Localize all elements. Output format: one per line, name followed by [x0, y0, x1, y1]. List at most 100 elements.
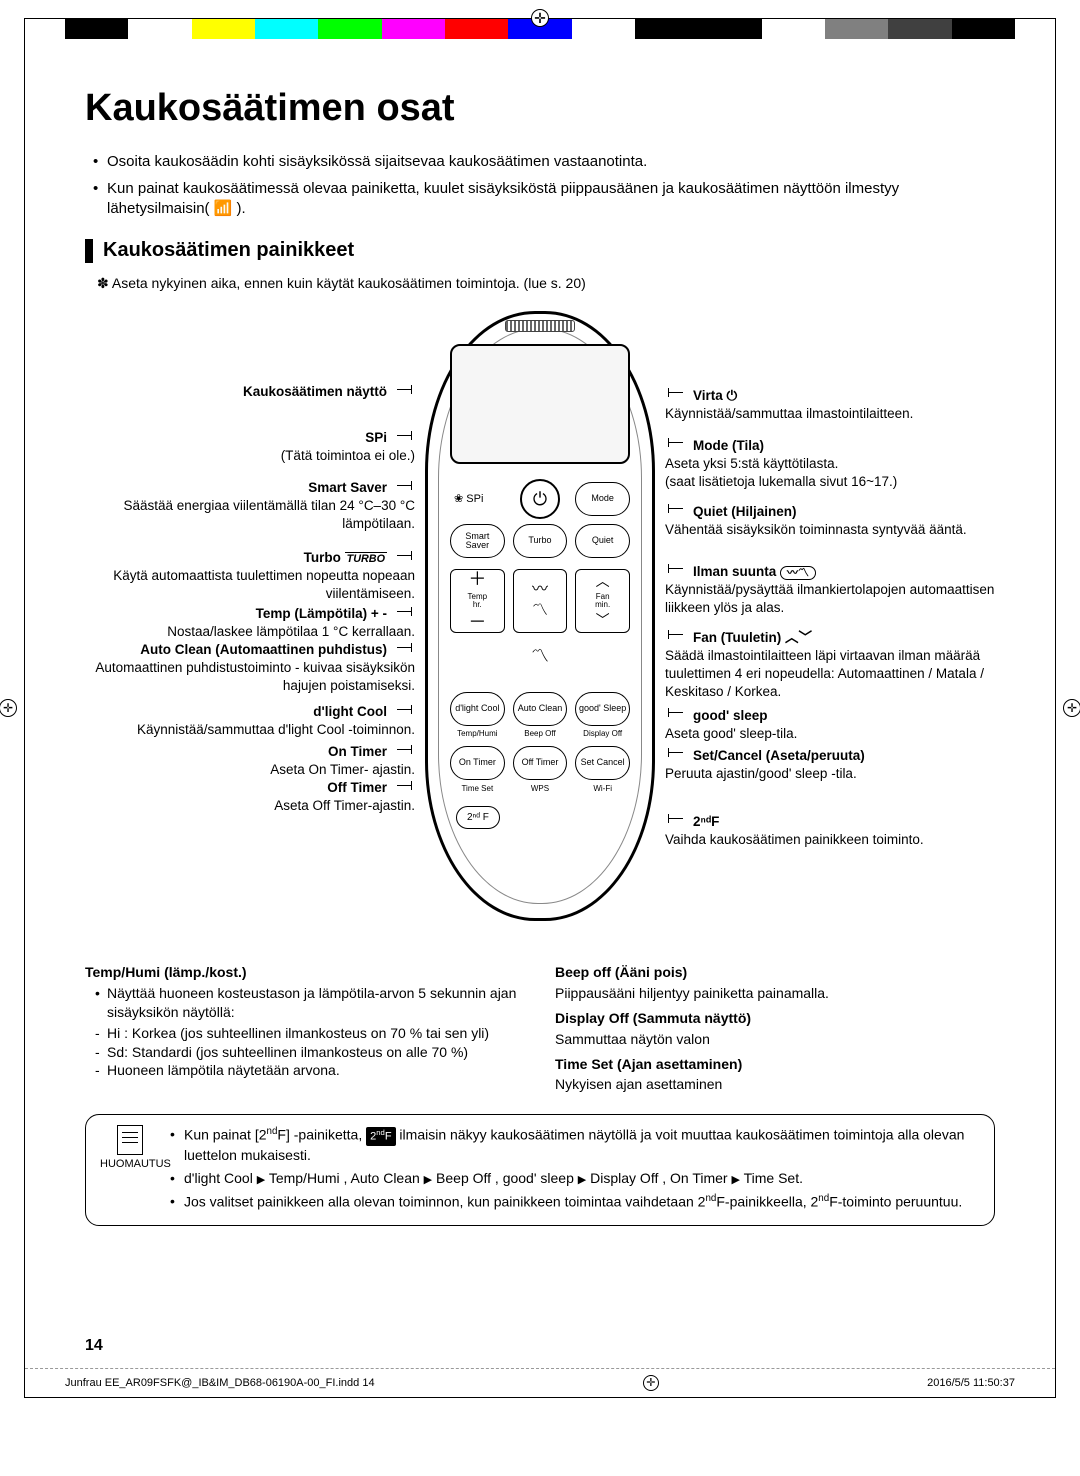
- remote-outline: ❀ SPi ⏻ Mode Smart Saver Turbo Quiet ＋ T…: [425, 311, 655, 921]
- colorbar-swatch: [255, 19, 318, 39]
- footer-filename: Junfrau EE_AR09FSFK@_IB&IM_DB68-06190A-0…: [65, 1376, 375, 1391]
- colorbar-swatch: [382, 19, 445, 39]
- temp-humi-line: Huoneen lämpötila näytetään arvona.: [85, 1061, 525, 1080]
- remote-diagram: Kaukosäätimen näyttö SPi(Tätä toimintoa e…: [85, 311, 995, 951]
- print-footer: Junfrau EE_AR09FSFK@_IB&IM_DB68-06190A-0…: [25, 1368, 1055, 1397]
- page-frame: ✛ ✛ ✛ Kaukosäätimen osat Osoita kaukosää…: [24, 18, 1056, 1398]
- remote-row-timer-sub: Time Set WPS Wi-Fi: [450, 784, 630, 795]
- note-list: Kun painat [2ndF] -painiketta, 2ndF ilma…: [170, 1125, 980, 1215]
- desc-title: Time Set (Ajan asettaminen): [555, 1055, 995, 1074]
- good-sleep-button[interactable]: good' Sleep: [575, 692, 630, 726]
- remote-row-saver: Smart Saver Turbo Quiet: [450, 524, 630, 558]
- quiet-button[interactable]: Quiet: [575, 524, 630, 558]
- intro-list: Osoita kaukosäädin kohti sisäyksikössä s…: [85, 152, 995, 219]
- section-heading: Kaukosäätimen painikkeet: [85, 237, 995, 264]
- fan-button[interactable]: ︿ Fanmin. ﹀: [575, 569, 630, 633]
- temp-humi-block: Temp/Humi (lämp./kost.) Näyttää huoneen …: [85, 963, 525, 1100]
- sub-label: Temp/Humi: [450, 729, 505, 740]
- sub-label: Time Set: [450, 784, 505, 795]
- sub-label: Wi-Fi: [575, 784, 630, 795]
- colorbar-swatch: [445, 19, 508, 39]
- colorbar-swatch: [952, 19, 1015, 39]
- callout-right: Set/Cancel (Aseta/peruuta)Peruuta ajasti…: [665, 743, 995, 783]
- bottom-descriptions: Temp/Humi (lämp./kost.) Näyttää huoneen …: [85, 963, 995, 1100]
- colorbar-swatch: [762, 19, 825, 39]
- footer-timestamp: 2016/5/5 11:50:37: [927, 1376, 1015, 1391]
- registration-mark-bottom: ✛: [643, 1375, 659, 1391]
- print-color-bar: ✛: [25, 19, 1055, 39]
- colorbar-swatch: [698, 19, 761, 39]
- colorbar-swatch: [825, 19, 888, 39]
- colorbar-swatch: [65, 19, 128, 39]
- callout-right: Virta ⏻Käynnistää/sammuttaa ilmastointil…: [665, 383, 995, 423]
- ir-emitter-icon: [505, 320, 575, 332]
- note-line: Jos valitset painikkeen alla olevan toim…: [170, 1192, 980, 1212]
- on-timer-button[interactable]: On Timer: [450, 746, 505, 780]
- callout-right: 2ⁿᵈFVaihda kaukosäätimen painikkeen toim…: [665, 809, 995, 849]
- note-line: d'light Cool ▶ Temp/Humi , Auto Clean ▶ …: [170, 1169, 980, 1188]
- colorbar-swatch: [192, 19, 255, 39]
- star-note: Aseta nykyinen aika, ennen kuin käytät k…: [97, 274, 995, 293]
- note-label: HUOMAUTUS: [100, 1157, 160, 1172]
- spi-label: ❀ SPi: [450, 492, 505, 507]
- callout-right: Quiet (Hiljainen)Vähentää sisäyksikön to…: [665, 499, 995, 539]
- registration-mark-right: ✛: [1063, 699, 1080, 717]
- dlight-cool-button[interactable]: d'light Cool: [450, 692, 505, 726]
- colorbar-swatch: [572, 19, 635, 39]
- desc-title: Display Off (Sammuta näyttö): [555, 1009, 995, 1028]
- callout-left: Off TimerAseta Off Timer-ajastin.: [85, 779, 415, 815]
- registration-mark-top: ✛: [531, 9, 549, 27]
- callout-right: Mode (Tila)Aseta yksi 5:stä käyttötilast…: [665, 433, 995, 492]
- callout-left: Turbo TURBOKäytä automaattista tuulettim…: [85, 549, 415, 604]
- temp-humi-title: Temp/Humi (lämp./kost.): [85, 963, 525, 982]
- desc-text: Piippausääni hiljentyy painiketta painam…: [555, 984, 995, 1003]
- sub-label: WPS: [513, 784, 568, 795]
- page-title: Kaukosäätimen osat: [85, 83, 995, 134]
- callout-left: SPi(Tätä toimintoa ei ole.): [85, 429, 415, 465]
- smart-saver-button[interactable]: Smart Saver: [450, 524, 505, 558]
- turbo-button[interactable]: Turbo: [513, 524, 568, 558]
- auto-clean-button[interactable]: Auto Clean: [513, 692, 568, 726]
- second-f-badge: 2ndF: [366, 1127, 395, 1146]
- swing-button[interactable]: 〰 〽: [513, 569, 568, 633]
- callout-right: Ilman suunta 〰〽Käynnistää/pysäyttää ilma…: [665, 559, 995, 618]
- mode-button[interactable]: Mode: [575, 482, 630, 516]
- intro-item: Kun painat kaukosäätimessä olevaa painik…: [93, 179, 995, 220]
- note-line: Kun painat [2ndF] -painiketta, 2ndF ilma…: [170, 1125, 980, 1164]
- page-number: 14: [85, 1335, 103, 1357]
- temp-humi-line: Hi : Korkea (jos suhteellinen ilmankoste…: [85, 1024, 525, 1043]
- remote-display: [450, 344, 630, 464]
- callout-left: Temp (Lämpötila) + -Nostaa/laskee lämpöt…: [85, 605, 415, 641]
- right-desc-block: Beep off (Ääni pois)Piippausääni hiljent…: [555, 963, 995, 1100]
- callout-right: Fan (Tuuletin) ︿﹀Säädä ilmastointilaitte…: [665, 625, 995, 702]
- page-content: Kaukosäätimen osat Osoita kaukosäädin ko…: [25, 43, 1055, 1246]
- note-icon-col: HUOMAUTUS: [100, 1125, 160, 1172]
- callout-left: d'light CoolKäynnistää/sammuttaa d'light…: [85, 703, 415, 739]
- remote-row-power: ❀ SPi ⏻ Mode: [450, 479, 630, 519]
- callout-left: Smart SaverSäästää energiaa viilentämäll…: [85, 479, 415, 534]
- note-box: HUOMAUTUS Kun painat [2ndF] -painiketta,…: [85, 1114, 995, 1226]
- colorbar-swatch: [318, 19, 381, 39]
- remote-row-timer: On Timer Off Timer Set Cancel: [450, 746, 630, 780]
- registration-mark-left: ✛: [0, 699, 17, 717]
- power-button[interactable]: ⏻: [520, 479, 560, 519]
- sub-label: Beep Off: [513, 729, 568, 740]
- remote-row-temp-fan: ＋ Temphr. － 〰 〽 ︿ Fanmin. ﹀: [450, 569, 630, 633]
- set-cancel-button[interactable]: Set Cancel: [575, 746, 630, 780]
- off-timer-button[interactable]: Off Timer: [513, 746, 568, 780]
- sub-label: Display Off: [575, 729, 630, 740]
- section-heading-text: Kaukosäätimen painikkeet: [103, 237, 354, 264]
- temp-humi-bullet: Näyttää huoneen kosteustason ja lämpötil…: [95, 984, 525, 1022]
- second-f-button[interactable]: 2ⁿᵈ F: [456, 806, 500, 830]
- temp-button[interactable]: ＋ Temphr. －: [450, 569, 505, 633]
- desc-text: Nykyisen ajan asettaminen: [555, 1075, 995, 1094]
- desc-text: Sammuttaa näytön valon: [555, 1030, 995, 1049]
- colorbar-swatch: [888, 19, 951, 39]
- remote-row-dlight-sub: Temp/Humi Beep Off Display Off: [450, 729, 630, 740]
- callout-right: good' sleepAseta good' sleep-tila.: [665, 703, 995, 743]
- callout-left: Auto Clean (Automaattinen puhdistus)Auto…: [85, 641, 415, 696]
- colorbar-swatch: [635, 19, 698, 39]
- document-icon: [117, 1125, 143, 1155]
- callout-left: Kaukosäätimen näyttö: [85, 383, 415, 401]
- intro-item: Osoita kaukosäädin kohti sisäyksikössä s…: [93, 152, 995, 172]
